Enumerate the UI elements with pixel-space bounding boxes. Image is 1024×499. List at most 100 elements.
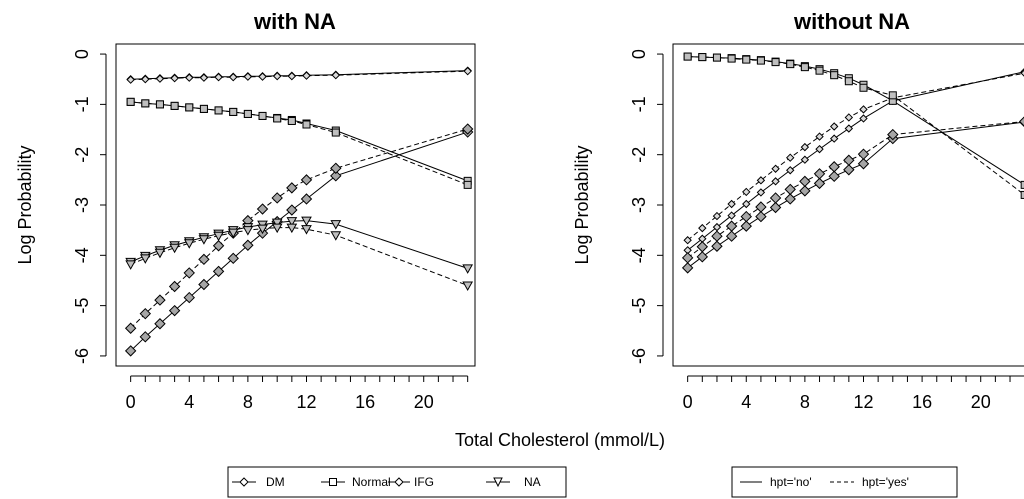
plot-area-left: 0 4 8 12 16 20 0 -1 -2 -3 -4 -5 -6: [72, 49, 474, 412]
data-point-na-hpt-yes: [227, 228, 239, 239]
data-point-na-hpt-yes: [125, 260, 137, 270]
data-point-na-hpt-yes: [330, 231, 342, 241]
data-point-dm-hpt-yes: [859, 105, 868, 114]
data-point-na-hpt-yes: [301, 225, 312, 235]
data-point-normal-hpt-yes: [302, 120, 311, 129]
data-point-normal-hpt-yes: [243, 109, 252, 118]
data-point-ifg-hpt-no: [242, 239, 254, 251]
data-point-ifg-hpt-no: [227, 252, 239, 265]
x-tick-label: 4: [184, 392, 194, 412]
data-point-ifg-hpt-yes: [725, 220, 738, 232]
series-line-normal-hpt-yes: [687, 56, 1024, 196]
data-point-ifg-hpt-no: [696, 251, 709, 263]
data-point-dm-hpt-yes: [1020, 69, 1024, 77]
series-line-na-hpt-no: [130, 220, 468, 269]
data-point-na-hpt-yes: [286, 223, 298, 234]
triangle-down-icon: [493, 477, 503, 488]
data-point-dm-hpt-yes: [126, 75, 135, 84]
data-point-dm-hpt-yes: [170, 74, 179, 83]
data-point-ifg-hpt-no: [681, 262, 694, 274]
legend-label-hpt-yes: hpt='yes': [862, 475, 909, 489]
data-point-dm-hpt-yes: [815, 132, 824, 141]
data-point-ifg-hpt-yes: [784, 183, 796, 196]
x-tick-label: 4: [741, 392, 751, 412]
data-point-ifg-hpt-yes: [1018, 116, 1024, 127]
data-point-normal-hpt-yes: [830, 71, 839, 80]
data-point-dm-hpt-no: [786, 166, 795, 175]
data-point-ifg-hpt-yes: [843, 154, 855, 166]
data-point-normal-hpt-yes: [273, 114, 282, 123]
y-tick-label: 0: [629, 49, 649, 59]
data-point-ifg-hpt-no: [183, 291, 195, 304]
series-line-ifg-hpt-no: [130, 131, 468, 352]
data-point-normal-hpt-yes: [155, 100, 164, 109]
data-point-dm-hpt-yes: [756, 176, 766, 185]
x-tick-label: 16: [912, 392, 932, 412]
data-point-ifg-hpt-yes: [857, 148, 870, 160]
data-point-dm-hpt-yes: [331, 70, 341, 80]
data-point-normal-hpt-yes: [786, 60, 795, 69]
series-line-normal-hpt-no: [687, 56, 1024, 186]
data-point-na-hpt-yes: [198, 235, 210, 245]
data-point-ifg-hpt-no: [330, 170, 342, 182]
square-open-icon: [329, 478, 337, 486]
data-point-na-hpt-yes: [139, 254, 151, 264]
y-tick-label: -4: [629, 247, 649, 263]
data-point-ifg-hpt-no: [799, 185, 811, 197]
data-point-dm-hpt-yes: [698, 223, 707, 233]
data-point-normal-hpt-yes: [1020, 190, 1024, 199]
series-line-ifg-hpt-yes: [687, 121, 1024, 259]
data-point-dm-hpt-yes: [712, 211, 722, 221]
data-point-ifg-hpt-no: [124, 345, 137, 357]
data-point-normal-hpt-yes: [185, 103, 194, 112]
data-point-normal-hpt-yes: [141, 99, 150, 108]
data-point-ifg-hpt-yes: [271, 192, 283, 204]
data-point-ifg-hpt-no: [711, 240, 723, 252]
x-tick-label: 8: [800, 392, 810, 412]
data-point-ifg-hpt-yes: [124, 322, 137, 334]
series-line-normal-hpt-no: [130, 101, 468, 182]
data-point-ifg-hpt-yes: [183, 267, 195, 279]
data-point-dm-hpt-yes: [302, 71, 311, 80]
x-tick-label: 12: [853, 392, 873, 412]
data-point-na-hpt-yes: [257, 224, 268, 235]
x-tick-label: 20: [414, 392, 434, 412]
data-point-ifg-hpt-no: [168, 304, 181, 317]
series-line-dm-hpt-yes: [687, 72, 1024, 241]
x-tick-label: 0: [683, 392, 693, 412]
legend-item-normal: Normal: [321, 475, 391, 489]
data-point-normal-hpt-yes: [126, 97, 135, 106]
data-point-ifg-hpt-yes: [799, 175, 811, 188]
data-point-ifg-hpt-no: [286, 204, 298, 216]
data-point-na-hpt-yes: [213, 231, 224, 242]
data-point-normal-hpt-yes: [771, 58, 780, 67]
data-point-dm-hpt-no: [771, 177, 780, 186]
data-point-dm-hpt-yes: [800, 142, 810, 152]
legend-item-ifg: IFG: [388, 475, 434, 489]
x-tick-label: 20: [971, 392, 991, 412]
data-point-ifg-hpt-yes: [696, 241, 709, 253]
y-tick-label: 0: [72, 49, 92, 59]
panel-title-with-na: with NA: [253, 9, 336, 34]
data-point-ifg-hpt-yes: [286, 182, 298, 194]
data-point-normal-hpt-yes: [742, 55, 751, 64]
data-point-na-hpt-yes: [242, 226, 254, 236]
data-point-ifg-hpt-no: [784, 193, 796, 205]
legend-item-hpt-yes: hpt='yes': [830, 475, 909, 489]
diamond-open-icon: [239, 477, 249, 487]
y-tick-label: -4: [72, 247, 92, 263]
y-tick-label: -5: [629, 298, 649, 314]
data-point-ifg-hpt-yes: [256, 203, 269, 215]
legend-item-na: NA: [486, 475, 541, 489]
data-point-ifg-hpt-no: [857, 158, 870, 170]
data-point-dm-hpt-yes: [243, 72, 253, 81]
series-line-normal-hpt-yes: [130, 101, 468, 186]
x-tick-label: 8: [243, 392, 253, 412]
data-point-normal-hpt-yes: [170, 101, 179, 110]
x-tick-label: 12: [296, 392, 316, 412]
diamond-icon: [394, 477, 404, 487]
data-point-ifg-hpt-no: [139, 331, 152, 343]
series-line-ifg-hpt-yes: [130, 128, 468, 329]
panel-title-without-na: without NA: [793, 9, 910, 34]
y-tick-label: -3: [72, 197, 92, 213]
